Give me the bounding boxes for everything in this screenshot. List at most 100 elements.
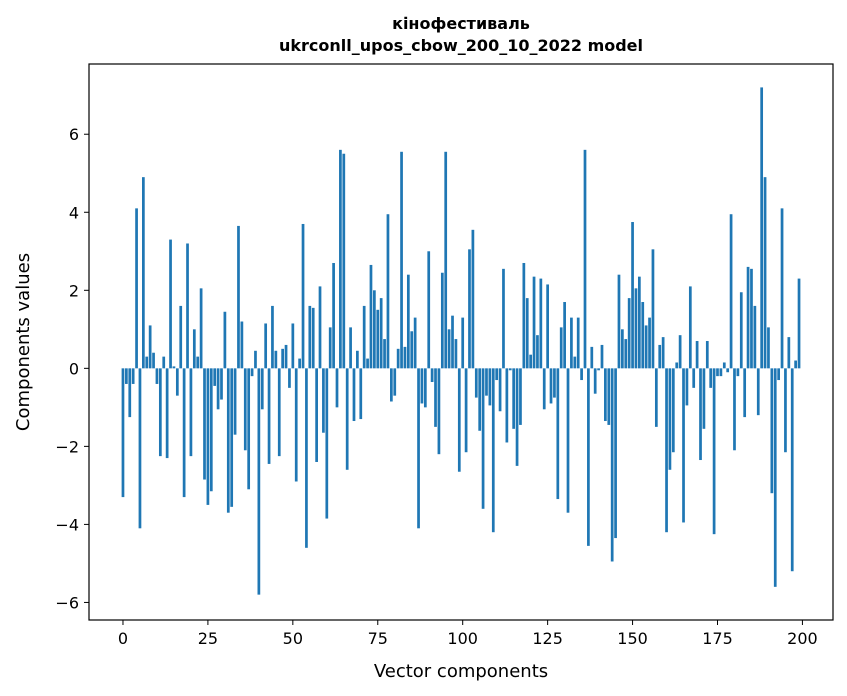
x-axis-ticks: 0 25 50 75 100 125 150 175 200 — [118, 620, 818, 648]
bar — [288, 368, 291, 388]
bar — [502, 268, 505, 369]
bar — [777, 368, 780, 381]
bar — [393, 368, 397, 396]
bar — [342, 153, 346, 369]
bar — [400, 151, 403, 369]
bar — [471, 229, 475, 369]
bar — [638, 276, 641, 369]
bar — [396, 348, 400, 369]
plot-frame — [88, 63, 834, 621]
bar — [624, 339, 628, 369]
bar — [457, 368, 461, 472]
bar — [583, 149, 587, 369]
bar — [784, 368, 787, 453]
bar — [196, 356, 200, 369]
bar — [335, 368, 339, 408]
bar — [631, 222, 634, 369]
bar — [532, 276, 536, 369]
bar — [301, 223, 305, 369]
bar — [722, 362, 726, 369]
bar — [580, 368, 583, 381]
bar — [709, 368, 713, 388]
bar — [172, 366, 176, 369]
bar — [529, 354, 532, 369]
bar — [206, 368, 210, 505]
bar — [753, 305, 757, 369]
bar — [729, 214, 733, 369]
x-tick-label: 50 — [283, 629, 303, 648]
bar — [685, 368, 689, 406]
bar — [607, 368, 611, 425]
bar — [332, 262, 335, 369]
bar — [508, 368, 512, 371]
bar — [125, 368, 128, 384]
bar — [376, 309, 380, 369]
bar — [298, 358, 301, 369]
y-axis-ticks: −6 −4 −2 0 2 4 6 — [55, 125, 89, 612]
bar — [716, 368, 719, 377]
bar — [474, 368, 478, 398]
bar — [216, 368, 220, 410]
bar — [505, 368, 509, 443]
bar — [322, 368, 325, 433]
bar — [542, 368, 546, 410]
bar — [186, 243, 189, 369]
bar — [726, 368, 730, 373]
bar — [437, 368, 441, 455]
bar — [264, 323, 268, 369]
bar — [671, 368, 675, 453]
bar — [491, 368, 495, 533]
x-tick-label: 100 — [447, 629, 478, 648]
x-tick-label: 175 — [702, 629, 733, 648]
bar — [223, 311, 227, 369]
bar — [600, 344, 604, 369]
bar — [651, 249, 655, 369]
bar — [138, 368, 142, 529]
x-tick-label: 200 — [787, 629, 818, 648]
bar — [790, 368, 794, 572]
bar — [260, 368, 264, 410]
bar — [328, 327, 332, 369]
bar — [692, 368, 696, 388]
bar — [559, 327, 563, 369]
bar — [131, 368, 135, 384]
bar — [192, 329, 196, 369]
bar — [699, 368, 702, 461]
bar — [563, 302, 566, 369]
x-axis-label: Vector components — [374, 661, 548, 682]
bar — [654, 368, 658, 427]
bar — [339, 149, 342, 369]
bar — [512, 368, 516, 429]
bar — [682, 368, 685, 523]
bar — [627, 298, 631, 369]
bar — [165, 368, 169, 459]
bar — [773, 368, 777, 587]
bar — [369, 264, 373, 369]
bar — [410, 331, 414, 369]
bar — [498, 368, 502, 412]
bar — [668, 368, 672, 470]
bar — [556, 368, 560, 500]
bar — [770, 368, 774, 494]
bar — [763, 177, 767, 369]
bar — [566, 368, 570, 513]
bar — [665, 368, 668, 533]
bar — [440, 272, 444, 369]
chart-title: кінофестиваль — [392, 14, 530, 33]
bar — [240, 321, 244, 369]
bar — [291, 323, 295, 369]
bar — [739, 292, 743, 369]
bar — [644, 325, 648, 369]
bar — [311, 307, 315, 369]
bar — [570, 317, 573, 369]
bar — [390, 368, 393, 402]
y-axis-label: Components values — [13, 253, 34, 431]
bar — [678, 335, 682, 369]
bar — [661, 337, 665, 369]
bar — [468, 249, 471, 369]
bar — [576, 317, 580, 369]
bar — [356, 350, 359, 369]
bar — [406, 274, 410, 369]
bar — [366, 358, 369, 369]
bar — [417, 368, 420, 529]
